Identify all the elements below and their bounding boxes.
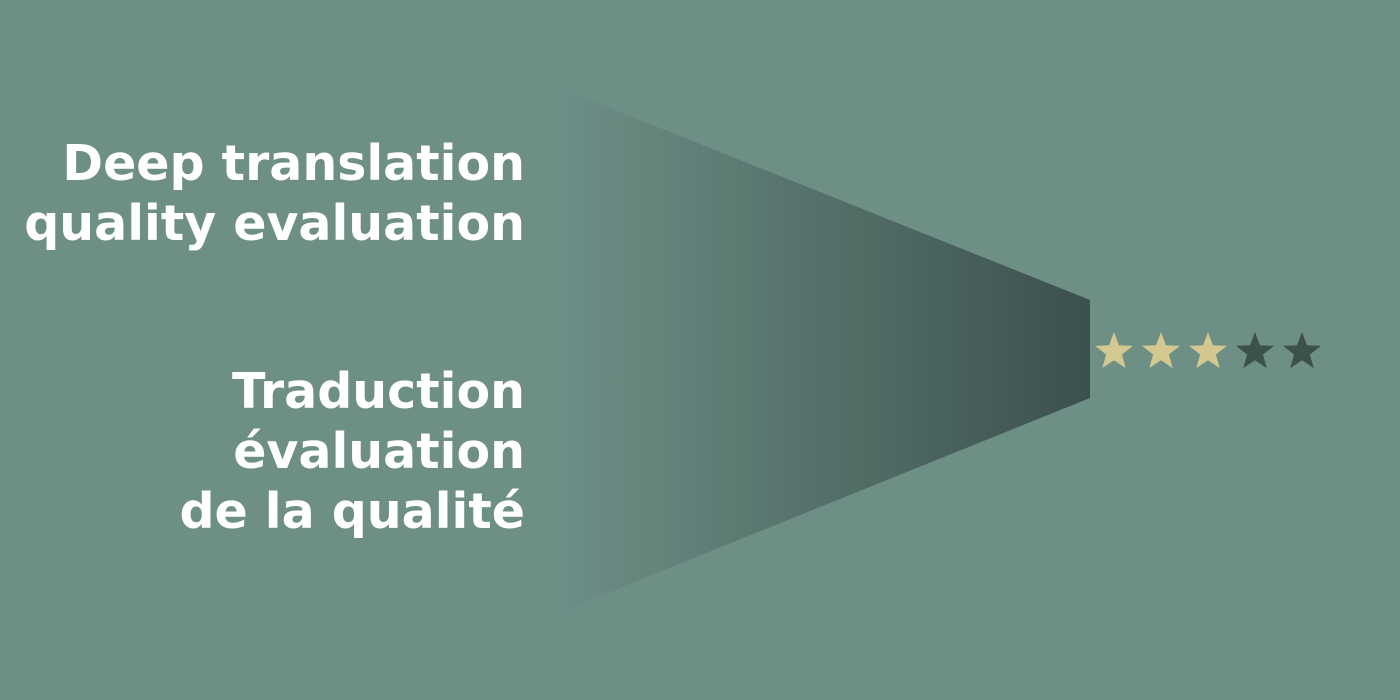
star-icon xyxy=(1094,332,1134,369)
star-icon xyxy=(1235,332,1275,369)
star-icon xyxy=(1141,332,1181,369)
star-icon xyxy=(1188,332,1228,369)
headline-french-line-1: Traduction xyxy=(231,363,525,420)
headline-french-line-3: de la qualité xyxy=(179,483,525,540)
star-rating xyxy=(1094,332,1322,369)
headline-french-line-2: évaluation xyxy=(233,423,525,480)
headline-english: Deep translation quality evaluation xyxy=(24,134,525,254)
star-icon xyxy=(1282,332,1322,369)
headline-english-line-2: quality evaluation xyxy=(24,195,525,252)
headline-english-line-1: Deep translation xyxy=(62,135,525,192)
headline-french: Traduction évaluation de la qualité xyxy=(179,362,525,542)
funnel-icon xyxy=(560,88,1090,612)
